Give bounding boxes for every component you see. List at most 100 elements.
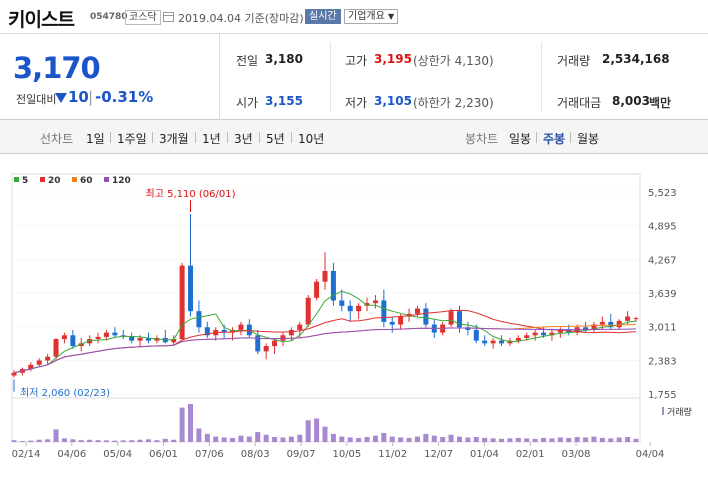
candle-body [322, 270, 328, 282]
legend-swatch [14, 177, 19, 182]
volume-bar [473, 437, 479, 442]
moving-average-60 [13, 323, 637, 374]
volume-bar [583, 437, 589, 442]
volume-bar [103, 440, 109, 442]
candle-body [423, 308, 429, 325]
volume-bar [288, 436, 294, 442]
volume-bar [566, 437, 572, 442]
legend-label: 60 [80, 176, 93, 186]
legend-swatch [104, 177, 109, 182]
volume-legend-swatch [662, 407, 664, 415]
candle-body [541, 332, 547, 336]
calendar-icon [163, 12, 174, 22]
candle-body [204, 327, 210, 336]
moving-average-120 [13, 327, 637, 374]
volume-bar [339, 436, 345, 442]
volume-bar [129, 440, 135, 442]
volume-bar [381, 432, 387, 442]
volume-bar [541, 437, 547, 442]
divider [195, 132, 196, 143]
candle-body [372, 300, 378, 304]
period-3m[interactable]: 3개월 [159, 132, 189, 146]
volume-bar [591, 436, 597, 442]
candle-chart-label: 봉차트 [465, 132, 499, 146]
change-percent: -0.31% [95, 88, 154, 106]
volume-label: 거래량 [557, 54, 591, 68]
divider [291, 132, 292, 143]
candle-daily[interactable]: 일봉 [509, 132, 532, 146]
x-tick-label: 11/02 [378, 449, 407, 460]
x-tick-label: 02/01 [516, 449, 545, 460]
candle-body [145, 337, 151, 341]
volume-bar [45, 439, 51, 442]
chart-toolbar: 선차트 1일 1주일 3개월 1년 3년 5년 10년 봉차트 일봉 주봉 월봉 [0, 120, 708, 154]
volume-bar [11, 440, 17, 442]
divider [110, 132, 111, 143]
candle-body [179, 265, 185, 340]
volume-bar [423, 433, 429, 442]
volume-bar [112, 440, 118, 442]
period-5y[interactable]: 5년 [266, 132, 285, 146]
candle-body [112, 332, 118, 336]
period-1w[interactable]: 1주일 [117, 132, 147, 146]
price-chart-svg: 5,523 4,895 4,267 3,639 3,011 2,383 1,755 5 20 60… [11, 173, 692, 460]
volume-bar [406, 437, 412, 442]
x-tick-label: 12/07 [424, 449, 453, 460]
volume-bar [398, 437, 404, 442]
volume-bar [137, 439, 143, 442]
volume-bar [314, 418, 320, 442]
company-overview-dropdown[interactable]: 기업개요 ▼ [344, 9, 399, 24]
candle-body [599, 321, 605, 325]
candle-body [524, 335, 530, 338]
candle-body [103, 332, 109, 337]
volume-bar [465, 437, 471, 442]
candle-weekly[interactable]: 주봉 [543, 132, 566, 146]
y-tick-label: 4,267 [648, 255, 677, 266]
volume-bar [204, 433, 210, 442]
candle-body [11, 372, 17, 376]
volume-bar [356, 437, 362, 442]
candle-body [305, 297, 311, 325]
volume-bar [162, 438, 168, 442]
change-value: 10 [68, 88, 89, 106]
volume-legend-label: 거래량 [667, 406, 692, 418]
volume-bar [507, 438, 513, 442]
candle-body [389, 321, 395, 325]
period-10y[interactable]: 10년 [298, 132, 325, 146]
stock-code: 054780 [90, 12, 128, 22]
candle-body [515, 337, 521, 341]
volume-bar [574, 437, 580, 442]
volume-bar [196, 428, 202, 442]
volume-bar [549, 438, 555, 442]
volume-bar [431, 435, 437, 442]
volume-bar [330, 433, 336, 442]
period-3y[interactable]: 3년 [234, 132, 253, 146]
y-tick-label: 3,011 [648, 323, 677, 334]
down-arrow-icon [55, 93, 67, 103]
high-value: 3,195 [374, 52, 412, 66]
volume-bar [414, 436, 420, 442]
legend-swatch [72, 177, 77, 182]
realtime-button[interactable]: 실시간 [305, 9, 341, 24]
x-tick-label: 05/04 [103, 449, 132, 460]
period-1y[interactable]: 1년 [202, 132, 221, 146]
volume-bar [272, 437, 278, 442]
divider [570, 132, 571, 143]
chevron-down-icon: ▼ [388, 12, 395, 21]
y-tick-label: 4,895 [648, 222, 677, 233]
low-label: 저가 [345, 96, 368, 110]
upper-limit: (상한가 4,130) [413, 54, 494, 68]
candle-body [246, 324, 252, 336]
period-1d[interactable]: 1일 [86, 132, 105, 146]
volume-bar [532, 438, 538, 442]
current-price-box: 3,170 전일대비 10 | -0.31% [0, 34, 220, 120]
volume-bar [372, 435, 378, 442]
volume-bar [305, 420, 311, 442]
volume-bar [499, 438, 505, 442]
candle-monthly[interactable]: 월봉 [577, 132, 600, 146]
candle-body [255, 335, 261, 352]
candle-body [28, 364, 34, 370]
candle-body [280, 335, 286, 341]
volume-bar [61, 438, 67, 442]
trade-amount-unit: 백만 [649, 96, 672, 110]
